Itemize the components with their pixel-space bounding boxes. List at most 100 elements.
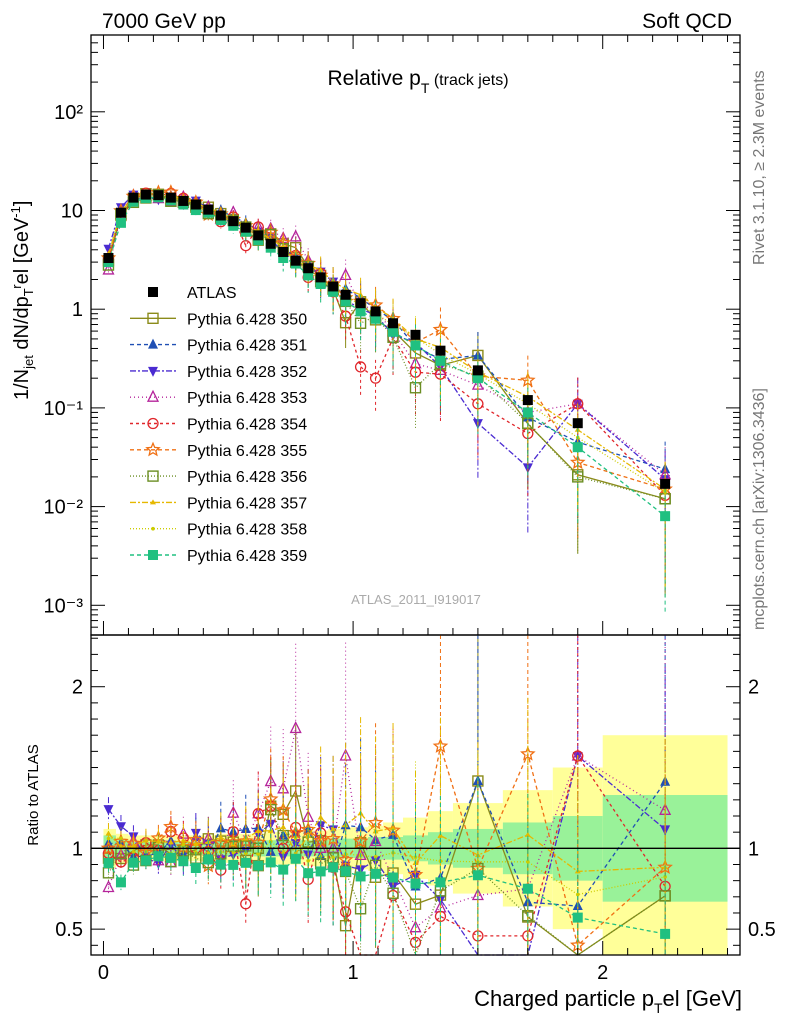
ratio-point [303, 868, 314, 879]
reference-point [253, 230, 264, 241]
legend-label: Pythia 6.428 352 [187, 364, 307, 381]
reference-point [103, 253, 114, 264]
ratio-point [663, 875, 667, 879]
main-x-axis-ticks [102, 35, 729, 635]
reference-point [128, 192, 139, 203]
header-left-label: 7000 GeV pp [102, 10, 226, 33]
ratio-point [524, 831, 531, 837]
ratio-point [340, 866, 351, 877]
ratio-point [355, 871, 366, 882]
ratio-y-axis-label: Ratio to ATLAS [25, 744, 42, 845]
ratio-point [128, 857, 139, 868]
ratio-point [190, 863, 201, 874]
legend-item-1: Pythia 6.428 350 [130, 311, 307, 328]
ratio-point [657, 859, 673, 874]
ratio-point [140, 855, 151, 866]
ratio-point [306, 858, 310, 863]
ratio-point [388, 872, 399, 883]
reference-point [165, 192, 176, 203]
reference-point [355, 298, 366, 309]
reference-point [265, 238, 276, 249]
ratio-point [102, 880, 115, 893]
legend-marker [145, 441, 161, 457]
data-point [354, 361, 367, 373]
reference-point [215, 210, 226, 221]
ratio-series-group [91, 635, 740, 957]
ratio-point [435, 877, 446, 888]
ratio-point [370, 868, 381, 879]
ratio-series-10 [103, 777, 671, 955]
ratio-y-tick-label-right: 1 [748, 838, 759, 860]
data-point [370, 313, 381, 324]
ratio-panel-frame [90, 634, 741, 956]
data-point [369, 372, 382, 384]
x-tick-label: 0 [98, 962, 109, 984]
analysis-watermark: ATLAS_2011_I919017 [351, 592, 481, 607]
ratio-y-tick-label-left: 0.5 [55, 919, 83, 941]
ratio-point [522, 883, 533, 894]
ratio-point [106, 836, 111, 841]
ratio-point [373, 855, 378, 859]
ratio-x-axis: 0 1 2 [98, 941, 729, 984]
ratio-point [153, 851, 164, 862]
reference-point [370, 306, 381, 317]
mcplots-info-label: mcplots.cern.ch [arXiv:1306.3436] [751, 388, 768, 630]
ratio-point [142, 837, 149, 843]
ratio-point [280, 824, 287, 830]
legend-label: ATLAS [187, 285, 237, 302]
legend-item-2: Pythia 6.428 351 [130, 338, 307, 355]
ratio-point [253, 860, 264, 871]
main-y-tick-label: 1 [72, 299, 83, 321]
main-y-tick-label: 10⁻² [44, 497, 84, 519]
ratio-panel: 0.5 0.5 1 1 2 2 0 1 2 [55, 634, 776, 984]
ratio-point [526, 860, 530, 864]
ratio-point [331, 856, 335, 860]
ratio-point [328, 862, 339, 873]
reference-point [190, 199, 201, 210]
series-line [107, 195, 666, 476]
ratio-point [103, 805, 114, 816]
ratio-point [231, 850, 236, 855]
ratio-y-tick-label-left: 2 [72, 677, 83, 699]
ratio-point [240, 857, 251, 868]
ratio-point [410, 878, 421, 889]
ratio-point [265, 857, 276, 868]
data-point [660, 511, 671, 522]
legend-marker [148, 287, 158, 297]
reference-point [472, 365, 483, 376]
legend-item-9: Pythia 6.428 358 [130, 522, 307, 539]
data-point [328, 286, 339, 297]
ratio-point [203, 854, 214, 865]
ratio-point [660, 928, 671, 939]
chart-title-suffix: (track jets) [429, 72, 508, 89]
legend-item-5: Pythia 6.428 354 [130, 417, 307, 434]
ratio-point [572, 912, 583, 923]
data-point [278, 253, 289, 264]
reference-point [340, 289, 351, 300]
ratio-point [281, 850, 286, 855]
reference-point [228, 216, 239, 227]
reference-point [522, 395, 533, 406]
data-point [520, 372, 536, 388]
main-y-tick-label: 10⁻¹ [44, 398, 84, 420]
x-axis-label-suffix: el [GeV] [663, 986, 742, 1011]
data-point [388, 326, 399, 337]
legend-label: Pythia 6.428 359 [187, 548, 307, 565]
main-y-axis-label: 1/Njet dN/dpTrel [GeV-1] [8, 201, 36, 400]
reference-point [660, 478, 671, 489]
ratio-point [315, 866, 326, 877]
reference-point [435, 345, 446, 356]
ratio-point [206, 851, 211, 855]
ratio-point [240, 898, 252, 910]
ratio-y-tick-label-right: 2 [748, 677, 759, 699]
ratio-point [437, 832, 444, 838]
ratio-point [575, 892, 580, 897]
legend-item-6: Pythia 6.428 355 [130, 441, 307, 460]
ratio-point [215, 859, 226, 870]
ratio-point [390, 825, 397, 831]
data-point [435, 355, 446, 366]
ratio-point [178, 856, 189, 867]
ratio-point [115, 877, 126, 888]
ratio-point [103, 858, 114, 869]
ratio-y-tick-label-right: 0.5 [748, 919, 776, 941]
